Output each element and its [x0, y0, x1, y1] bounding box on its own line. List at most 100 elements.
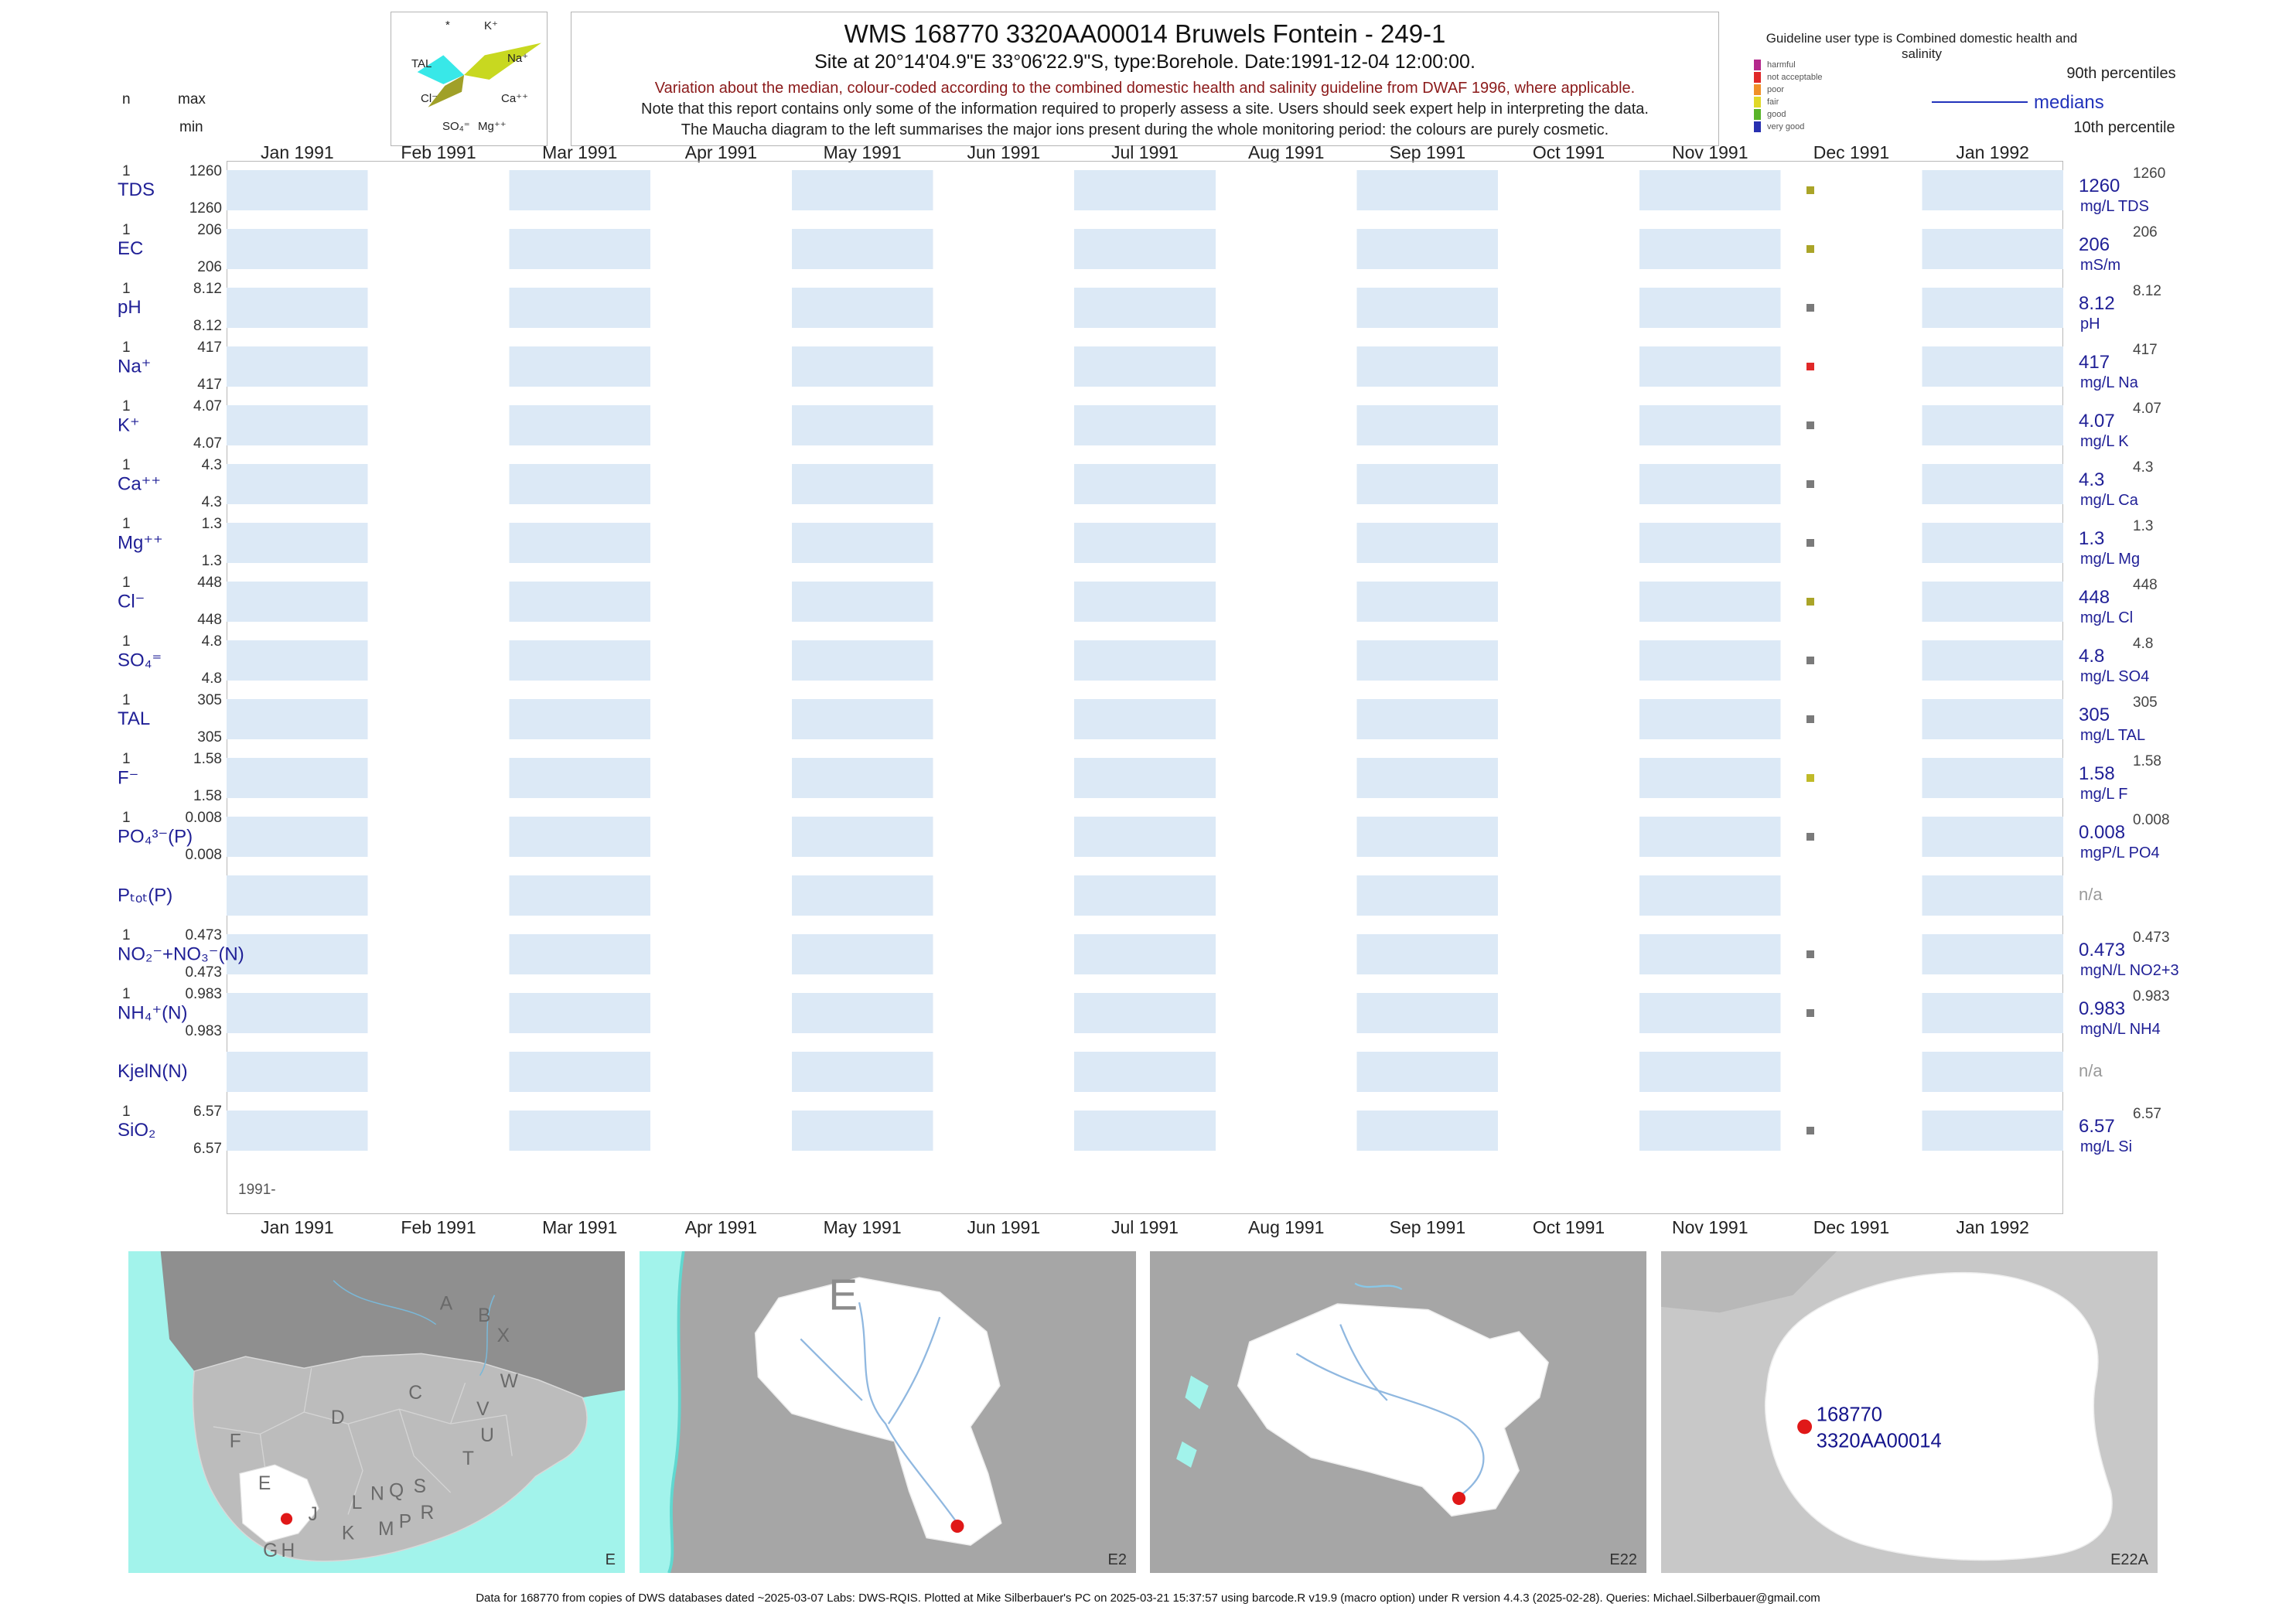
map-region-e22a: 168770 3320AA00014 E22A	[1661, 1251, 2158, 1573]
map4-corner-label: E22A	[2110, 1551, 2148, 1568]
adjacent-catchment	[1661, 1251, 1837, 1313]
month-label: Oct 1991	[1532, 142, 1605, 162]
map1-corner-label: E	[605, 1551, 616, 1568]
sample-count: 1	[122, 1104, 131, 1120]
parameter-label: TDS	[118, 179, 155, 200]
guideline-class: poor	[1754, 84, 1823, 95]
unit-label: mg/L Mg	[2080, 551, 2141, 568]
site-id-label: 168770	[1817, 1404, 1882, 1425]
month-band	[227, 1111, 2063, 1151]
sample-count: 1	[122, 575, 131, 591]
sample-count: 1	[122, 516, 131, 532]
coastline	[667, 1251, 685, 1573]
month-band	[227, 640, 2063, 681]
map-region-e2-svg	[1150, 1251, 1646, 1573]
month-label: Jun 1991	[967, 142, 1041, 162]
sample-count: 1	[122, 339, 131, 356]
month-axis-top: Jan 1991 Feb 1991 Mar 1991 Apr 1991 May 1991…	[0, 142, 2296, 164]
median-value: 4.8	[2079, 646, 2105, 667]
parameter-row: SiO₂ 1 6.57 6.57 6.57 mg/L Si 6.57	[0, 1101, 2296, 1160]
rivers	[800, 1302, 958, 1524]
min-value: 417	[197, 377, 222, 393]
region-e2-polygon	[1237, 1303, 1549, 1517]
parameter-label: EC	[118, 238, 144, 259]
max-value: 6.57	[193, 1104, 222, 1120]
data-point	[1806, 304, 1814, 312]
data-point	[1806, 421, 1814, 429]
maucha-label-cl: Cl⁻	[421, 92, 438, 105]
max-value: 4.07	[193, 398, 222, 415]
year-axis-label: 1991-	[238, 1182, 276, 1198]
median-value: 206	[2079, 234, 2110, 255]
unit-label: mg/L TDS	[2080, 198, 2149, 215]
parameter-row: TDS 1 1260 1260 1260 mg/L TDS 1260	[0, 161, 2296, 220]
sample-count: 1	[122, 986, 131, 1002]
month-band	[227, 346, 2063, 387]
guideline-class-swatch	[1754, 121, 1761, 132]
sample-count: 1	[122, 810, 131, 826]
month-label: Oct 1991	[1532, 1217, 1605, 1237]
median-legend-line	[1932, 101, 2028, 103]
tal-ion-shape	[417, 55, 465, 84]
guideline-class-label: not acceptable	[1767, 72, 1823, 82]
drainage-region-letter: H	[281, 1540, 295, 1561]
min-value: 6.57	[193, 1141, 222, 1157]
median-value: 1260	[2079, 176, 2120, 196]
parameter-row: Mg⁺⁺ 1 1.3 1.3 1.3 mg/L Mg 1.3	[0, 513, 2296, 572]
parameter-row: F⁻ 1 1.58 1.58 1.58 mg/L F 1.58	[0, 749, 2296, 807]
unit-label: mg/L K	[2080, 433, 2129, 450]
month-band	[227, 758, 2063, 798]
guideline-class: fair	[1754, 96, 1823, 107]
month-label: Feb 1991	[401, 142, 476, 162]
drainage-region-letter: A	[440, 1294, 453, 1315]
min-value: 448	[197, 612, 222, 628]
map-region-e: E E2	[640, 1251, 1136, 1573]
drainage-region-letter: F	[230, 1431, 241, 1452]
maucha-label-mg: Mg⁺⁺	[478, 120, 507, 133]
median-value: 0.008	[2079, 822, 2126, 843]
guideline-class: not acceptable	[1754, 71, 1823, 83]
maucha-label-star: *	[445, 19, 450, 32]
maucha-label-so4: SO₄⁼	[442, 120, 470, 133]
drainage-region-letters: A BX W C D VUT FE J L N Q SR K M P G H	[230, 1294, 519, 1562]
p90-value: 4.3	[2133, 459, 2154, 476]
month-label: Aug 1991	[1247, 1217, 1325, 1237]
median-legend-label: medians	[2034, 92, 2104, 113]
parameter-label: KjelN(N)	[118, 1061, 188, 1082]
unit-label: mg/L SO4	[2080, 668, 2150, 685]
coast-fragment-1	[1185, 1375, 1209, 1410]
month-label: Jan 1992	[1956, 142, 2029, 162]
guideline-class-legend: harmful not acceptable poor fair good very go…	[1754, 59, 1823, 133]
data-point	[1806, 1009, 1814, 1017]
median-value: 448	[2079, 587, 2110, 608]
drainage-region-letter: J	[308, 1504, 317, 1525]
max-value: 417	[197, 339, 222, 356]
map-region-e22a-svg: 168770 3320AA00014	[1661, 1251, 2158, 1573]
unit-label: mg/L TAL	[2080, 727, 2146, 744]
drainage-region-letter: U	[480, 1425, 494, 1446]
parameter-row: EC 1 206 206 206 mS/m 206	[0, 220, 2296, 278]
unit-label: mgN/L NO2+3	[2080, 962, 2179, 979]
disclaimer-note: Note that this report contains only some…	[641, 101, 1649, 118]
month-band	[227, 817, 2063, 857]
month-label: Aug 1991	[1247, 142, 1325, 162]
sample-count: 1	[122, 457, 131, 473]
drainage-region-letter: D	[331, 1407, 345, 1428]
month-label: Jan 1991	[261, 1217, 334, 1237]
maucha-label-tal: TAL	[411, 57, 432, 70]
median-value: 4.3	[2079, 469, 2105, 490]
drainage-region-letter: B	[478, 1305, 490, 1326]
coast-ocean	[640, 1251, 684, 1573]
drainage-region-letter: G	[263, 1540, 278, 1561]
month-label: Dec 1991	[1813, 1217, 1890, 1237]
max-value: 8.12	[193, 281, 222, 297]
p90-value: 4.07	[2133, 401, 2161, 417]
unit-label: pH	[2080, 316, 2100, 333]
data-point	[1806, 539, 1814, 547]
min-value: 1.3	[201, 553, 222, 569]
guideline-class: good	[1754, 108, 1823, 120]
parameter-row: Na⁺ 1 417 417 417 mg/L Na 417	[0, 337, 2296, 396]
min-value: 4.8	[201, 670, 222, 687]
p90-value: 0.473	[2133, 930, 2170, 946]
